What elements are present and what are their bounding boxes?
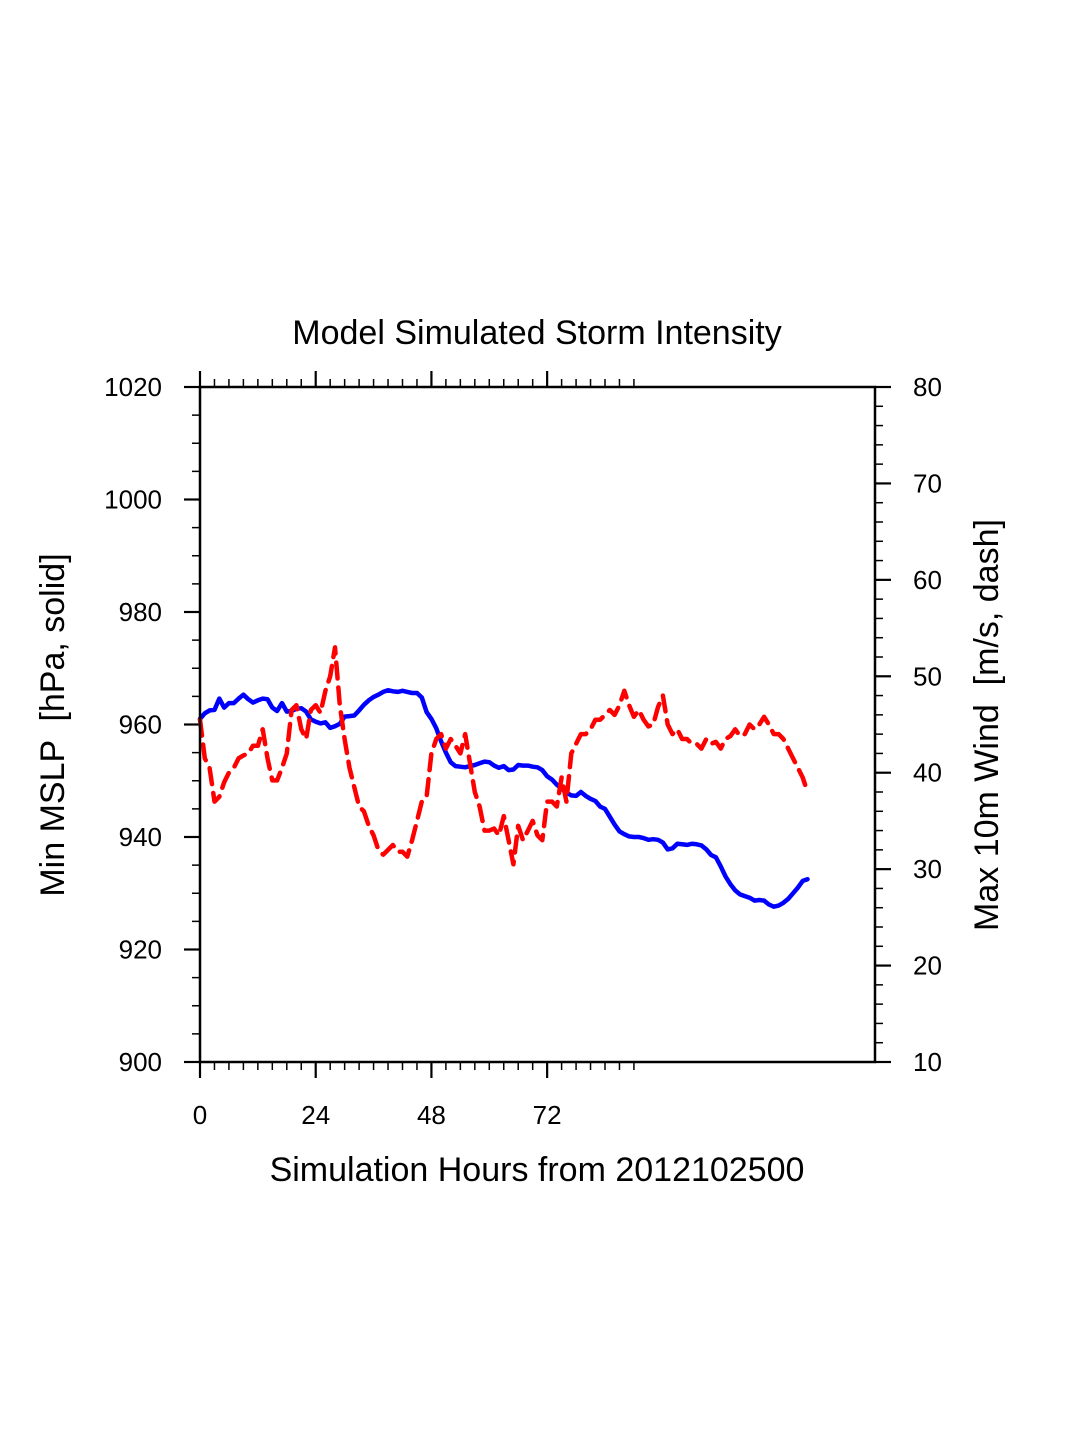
- x-tick-label: 72: [533, 1100, 562, 1130]
- chart-title: Model Simulated Storm Intensity: [292, 314, 781, 352]
- y-left-tick-label: 980: [119, 597, 162, 627]
- y-left-tick-label: 900: [119, 1047, 162, 1077]
- series-line-max-wind: [197, 645, 810, 867]
- y-left-tick-label: 1000: [104, 485, 162, 515]
- y-right-tick-label: 50: [913, 661, 942, 691]
- x-axis-label: Simulation Hours from 2012102500: [270, 1151, 805, 1189]
- y-right-tick-label: 40: [913, 758, 942, 788]
- y-right-tick-label: 80: [913, 372, 942, 402]
- axis-tick-labels: 0 24 48 72900920940960980100010201020304050…: [104, 372, 942, 1130]
- y-right-tick-label: 70: [913, 468, 942, 498]
- x-tick-label: 48: [417, 1100, 446, 1130]
- series-line-min-mslp: [197, 687, 810, 909]
- x-tick-label: 0: [193, 1100, 207, 1130]
- y-right-tick-label: 20: [913, 951, 942, 981]
- y-axis-left-label: Min MSLP [hPa, solid]: [34, 553, 72, 896]
- y-left-tick-label: 940: [119, 822, 162, 852]
- series-group: [197, 645, 810, 909]
- y-left-tick-label: 960: [119, 710, 162, 740]
- y-right-tick-label: 10: [913, 1047, 942, 1077]
- axis-ticks: [184, 371, 891, 1078]
- y-left-tick-label: 1020: [104, 372, 162, 402]
- y-right-tick-label: 60: [913, 565, 942, 595]
- y-left-tick-label: 920: [119, 935, 162, 965]
- plot-frame: [198, 385, 877, 1064]
- x-tick-label: 24: [301, 1100, 330, 1130]
- y-right-tick-label: 30: [913, 854, 942, 884]
- y-axis-right-label: Max 10m Wind [m/s, dash]: [968, 519, 1006, 931]
